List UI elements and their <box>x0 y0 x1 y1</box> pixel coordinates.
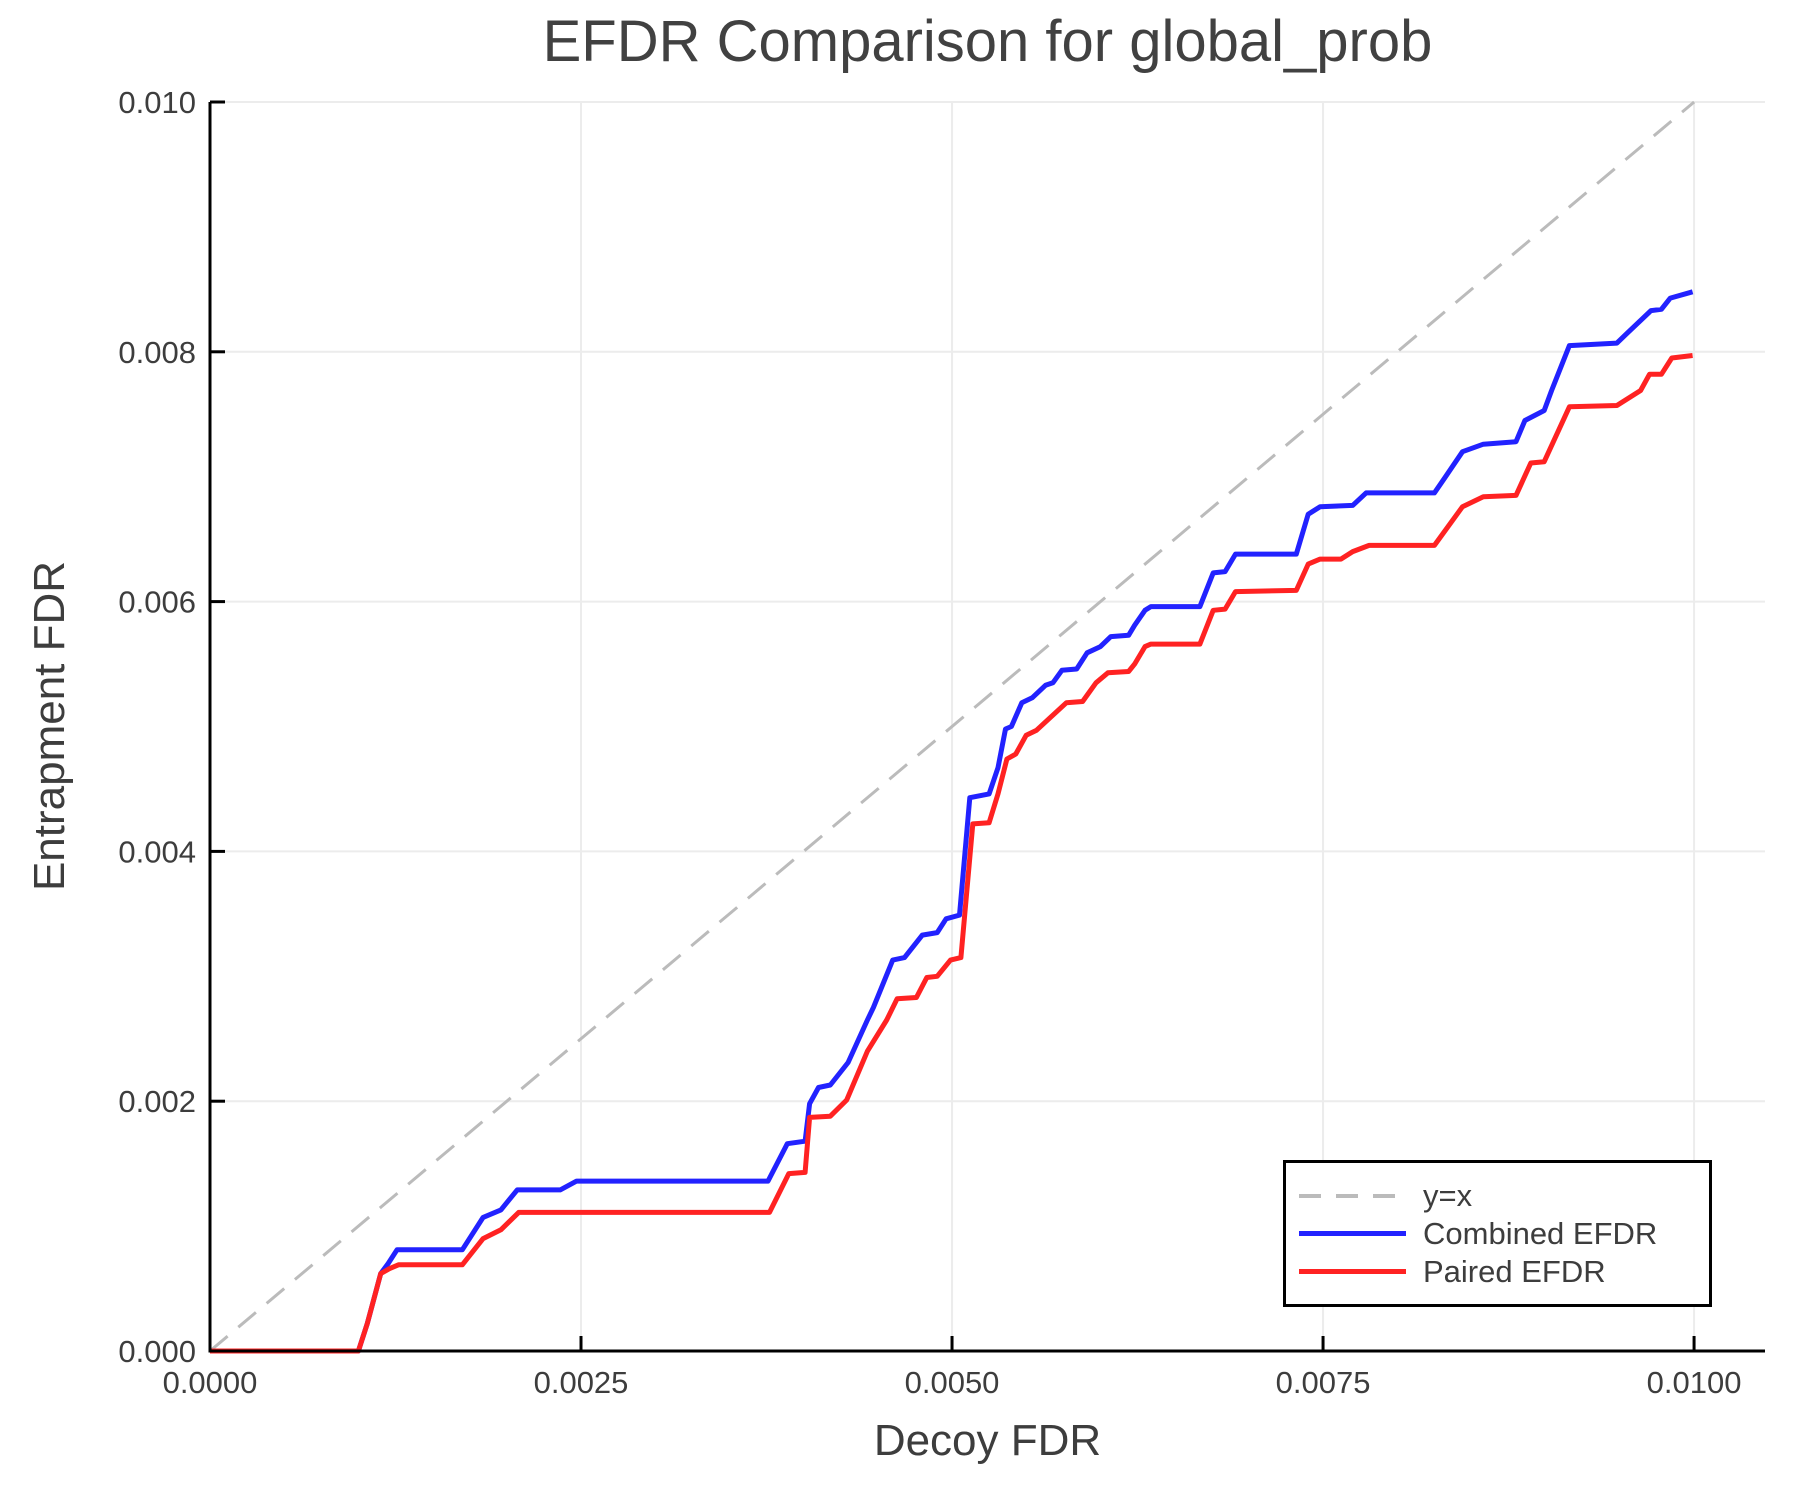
x-axis-label: Decoy FDR <box>873 1416 1102 1465</box>
paired-efdr-sample <box>1299 1269 1406 1274</box>
x-tick-label: 0.0050 <box>905 1365 1000 1400</box>
legend: y=x Combined EFDR Paired EFDR <box>1283 1160 1712 1307</box>
y-tick-label: 0.006 <box>118 585 196 620</box>
legend-row-paired: Paired EFDR <box>1299 1253 1709 1291</box>
x-tick-label: 0.0025 <box>534 1365 629 1400</box>
chart-title: EFDR Comparison for global_prob <box>542 9 1433 74</box>
legend-row-identity: y=x <box>1299 1177 1709 1215</box>
y-tick-label: 0.004 <box>118 834 196 869</box>
y-tick-label: 0.008 <box>118 335 196 370</box>
y-tick-label: 0.010 <box>118 85 196 120</box>
y-axis-label-text: Entrapment FDR <box>25 560 74 892</box>
combined-efdr-line <box>210 289 1694 1354</box>
legend-label-paired: Paired EFDR <box>1423 1254 1606 1289</box>
legend-label-identity: y=x <box>1423 1178 1473 1213</box>
identity-line-sample <box>1299 1193 1406 1198</box>
legend-label-combined: Combined EFDR <box>1423 1216 1658 1251</box>
x-tick-label: 0.0100 <box>1647 1365 1742 1400</box>
y-tick-label: 0.000 <box>118 1334 196 1369</box>
combined-efdr-sample <box>1299 1231 1406 1236</box>
y-tick-label: 0.002 <box>118 1084 196 1119</box>
identity-line <box>209 100 1696 1353</box>
legend-row-combined: Combined EFDR <box>1299 1215 1709 1253</box>
x-tick-label: 0.0000 <box>163 1365 258 1400</box>
paired-efdr-line <box>210 353 1693 1354</box>
x-tick-label: 0.0075 <box>1276 1365 1371 1400</box>
